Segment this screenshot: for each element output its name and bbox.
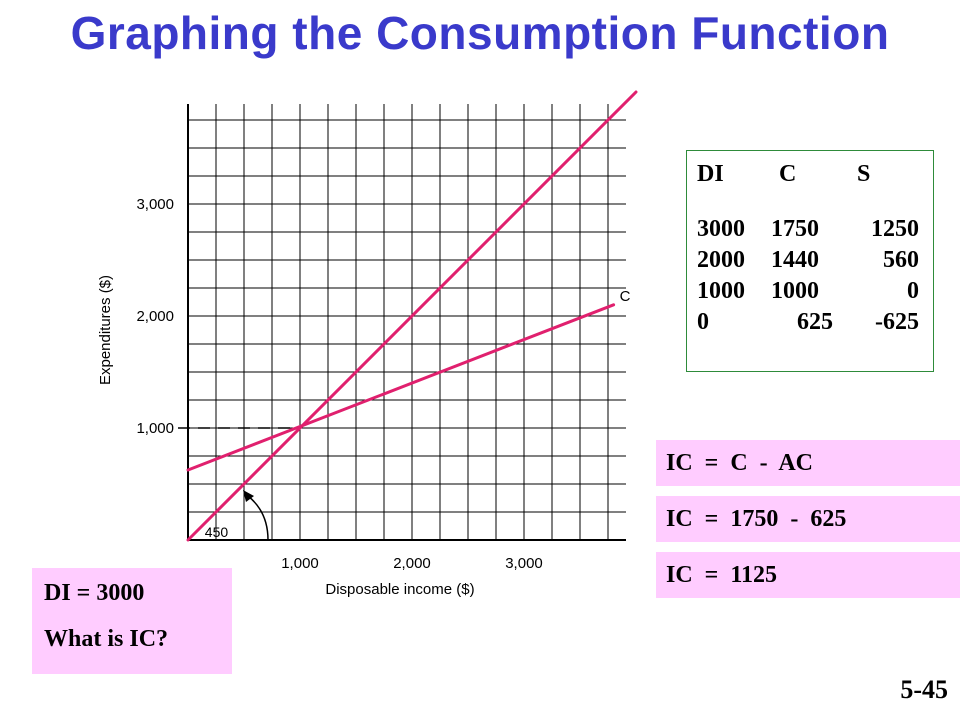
page-number: 5-45 bbox=[900, 675, 948, 704]
table-cell: -625 bbox=[875, 309, 919, 335]
x-tick-label: 3,000 bbox=[505, 555, 543, 572]
consumption-table: DI C S 3000 1750 1250 2000 1440 560 1000… bbox=[686, 150, 934, 372]
angle-arrowhead bbox=[243, 490, 254, 502]
table-row: 2000 1440 560 bbox=[687, 247, 933, 277]
chart-annotations: 450 bbox=[178, 427, 300, 541]
consumption-line bbox=[186, 303, 616, 472]
table-cell: 2000 bbox=[697, 247, 745, 273]
angle-arc bbox=[247, 495, 269, 541]
chart-grid bbox=[188, 104, 626, 540]
angle-label: 450 bbox=[205, 524, 229, 540]
table-cell: 1750 bbox=[771, 216, 819, 242]
page-title: Graphing the Consumption Function bbox=[70, 7, 890, 59]
line-45-degree bbox=[186, 90, 638, 542]
table-row: 1000 1000 0 bbox=[687, 278, 933, 308]
chart-axes bbox=[187, 104, 626, 541]
tick-labels: 1,000 2,000 3,000 1,000 2,000 3,000 bbox=[136, 196, 542, 572]
table-header-c: C bbox=[779, 161, 797, 187]
question-box: DI = 3000 What is IC? bbox=[32, 568, 232, 674]
table-row: 0 625 -625 bbox=[687, 309, 933, 339]
y-tick-label: 2,000 bbox=[136, 308, 174, 325]
equation-3: IC = 1125 bbox=[656, 552, 960, 598]
question-line-1: DI = 3000 bbox=[44, 580, 145, 606]
chart-series: C bbox=[186, 90, 638, 542]
question-line-2: What is IC? bbox=[44, 626, 169, 652]
x-axis-label: Disposable income ($) bbox=[325, 581, 474, 598]
table-cell: 625 bbox=[797, 309, 833, 335]
table-cell: 1000 bbox=[771, 278, 819, 304]
table-cell: 3000 bbox=[697, 216, 745, 242]
series-label-c: C bbox=[620, 288, 631, 305]
table-header-s: S bbox=[857, 161, 871, 187]
table-cell: 0 bbox=[697, 309, 709, 335]
table-cell: 560 bbox=[883, 247, 919, 273]
y-axis-label: Expenditures ($) bbox=[97, 275, 114, 385]
x-tick-label: 2,000 bbox=[393, 555, 431, 572]
table-header: DI C S bbox=[687, 161, 933, 191]
equation-1: IC = C - AC bbox=[656, 440, 960, 486]
table-cell: 1440 bbox=[771, 247, 819, 273]
table-cell: 1250 bbox=[871, 216, 919, 242]
x-tick-label: 1,000 bbox=[281, 555, 319, 572]
table-cell: 1000 bbox=[697, 278, 745, 304]
table-row: 3000 1750 1250 bbox=[687, 216, 933, 246]
y-tick-label: 1,000 bbox=[136, 420, 174, 437]
y-tick-label: 3,000 bbox=[136, 196, 174, 213]
table-header-di: DI bbox=[697, 161, 724, 187]
equation-2: IC = 1750 - 625 bbox=[656, 496, 960, 542]
table-cell: 0 bbox=[907, 278, 919, 304]
